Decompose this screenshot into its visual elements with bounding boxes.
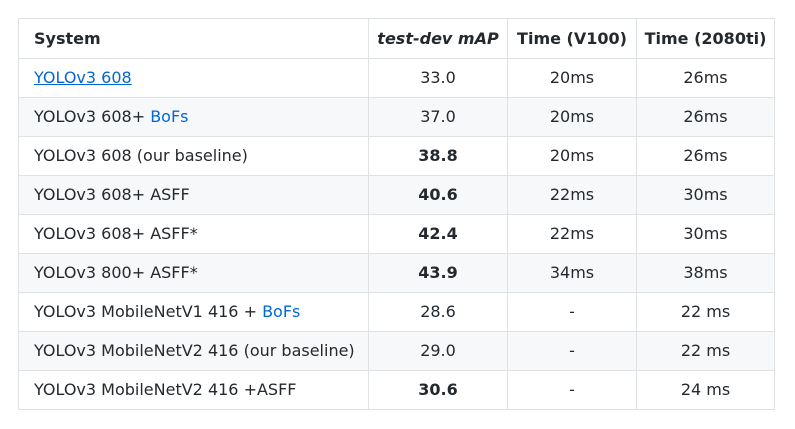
cell-map: 28.6 xyxy=(368,292,508,332)
table-row: YOLOv3 608+ BoFs 37.0 20ms 26ms xyxy=(18,97,775,137)
table-row: YOLOv3 MobileNetV2 416 +ASFF 30.6 - 24 m… xyxy=(18,370,775,410)
table-row: YOLOv3 MobileNetV2 416 (our baseline) 29… xyxy=(18,331,775,371)
cell-time-2080ti: 22 ms xyxy=(636,292,775,332)
header-time-2080ti: Time (2080ti) xyxy=(636,18,775,59)
cell-map: 43.9 xyxy=(368,253,508,293)
header-time-v100: Time (V100) xyxy=(507,18,637,59)
table-header-row: System test-dev mAP Time (V100) Time (20… xyxy=(18,18,775,59)
cell-map: 29.0 xyxy=(368,331,508,371)
header-system: System xyxy=(18,18,369,59)
cell-time-2080ti: 26ms xyxy=(636,58,775,98)
cell-time-2080ti: 24 ms xyxy=(636,370,775,410)
table-row: YOLOv3 608+ ASFF 40.6 22ms 30ms xyxy=(18,175,775,215)
table-row: YOLOv3 MobileNetV1 416 + BoFs 28.6 - 22 … xyxy=(18,292,775,332)
cell-time-2080ti: 26ms xyxy=(636,136,775,176)
bofs-link[interactable]: BoFs xyxy=(262,302,301,321)
cell-time-v100: 20ms xyxy=(507,136,637,176)
results-table: System test-dev mAP Time (V100) Time (20… xyxy=(18,18,775,410)
system-text: YOLOv3 MobileNetV1 416 + xyxy=(34,302,263,321)
cell-system: YOLOv3 608 (our baseline) xyxy=(18,136,369,176)
cell-system: YOLOv3 608+ ASFF* xyxy=(18,214,369,254)
cell-system: YOLOv3 608+ ASFF xyxy=(18,175,369,215)
cell-time-v100: 22ms xyxy=(507,175,637,215)
cell-time-2080ti: 22 ms xyxy=(636,331,775,371)
table-row: YOLOv3 608+ ASFF* 42.4 22ms 30ms xyxy=(18,214,775,254)
cell-time-v100: 20ms xyxy=(507,97,637,137)
table-row: YOLOv3 608 (our baseline) 38.8 20ms 26ms xyxy=(18,136,775,176)
cell-time-2080ti: 38ms xyxy=(636,253,775,293)
cell-system: YOLOv3 800+ ASFF* xyxy=(18,253,369,293)
cell-time-v100: 34ms xyxy=(507,253,637,293)
cell-map: 38.8 xyxy=(368,136,508,176)
cell-time-2080ti: 30ms xyxy=(636,175,775,215)
table-row: YOLOv3 800+ ASFF* 43.9 34ms 38ms xyxy=(18,253,775,293)
cell-map: 40.6 xyxy=(368,175,508,215)
system-text: YOLOv3 608+ xyxy=(34,107,151,126)
cell-system: YOLOv3 MobileNetV2 416 +ASFF xyxy=(18,370,369,410)
bofs-link[interactable]: BoFs xyxy=(150,107,189,126)
cell-time-v100: - xyxy=(507,370,637,410)
cell-time-2080ti: 26ms xyxy=(636,97,775,137)
cell-system: YOLOv3 MobileNetV2 416 (our baseline) xyxy=(18,331,369,371)
cell-time-v100: 20ms xyxy=(507,58,637,98)
cell-map: 30.6 xyxy=(368,370,508,410)
cell-system: YOLOv3 MobileNetV1 416 + BoFs xyxy=(18,292,369,332)
cell-map: 37.0 xyxy=(368,97,508,137)
cell-time-v100: - xyxy=(507,331,637,371)
cell-map: 42.4 xyxy=(368,214,508,254)
cell-system: YOLOv3 608+ BoFs xyxy=(18,97,369,137)
header-map: test-dev mAP xyxy=(368,18,508,59)
cell-time-2080ti: 30ms xyxy=(636,214,775,254)
cell-time-v100: - xyxy=(507,292,637,332)
cell-system: YOLOv3 608 xyxy=(18,58,369,98)
yolov3-608-link[interactable]: YOLOv3 608 xyxy=(34,68,132,87)
table-row: YOLOv3 608 33.0 20ms 26ms xyxy=(18,58,775,98)
cell-map: 33.0 xyxy=(368,58,508,98)
cell-time-v100: 22ms xyxy=(507,214,637,254)
